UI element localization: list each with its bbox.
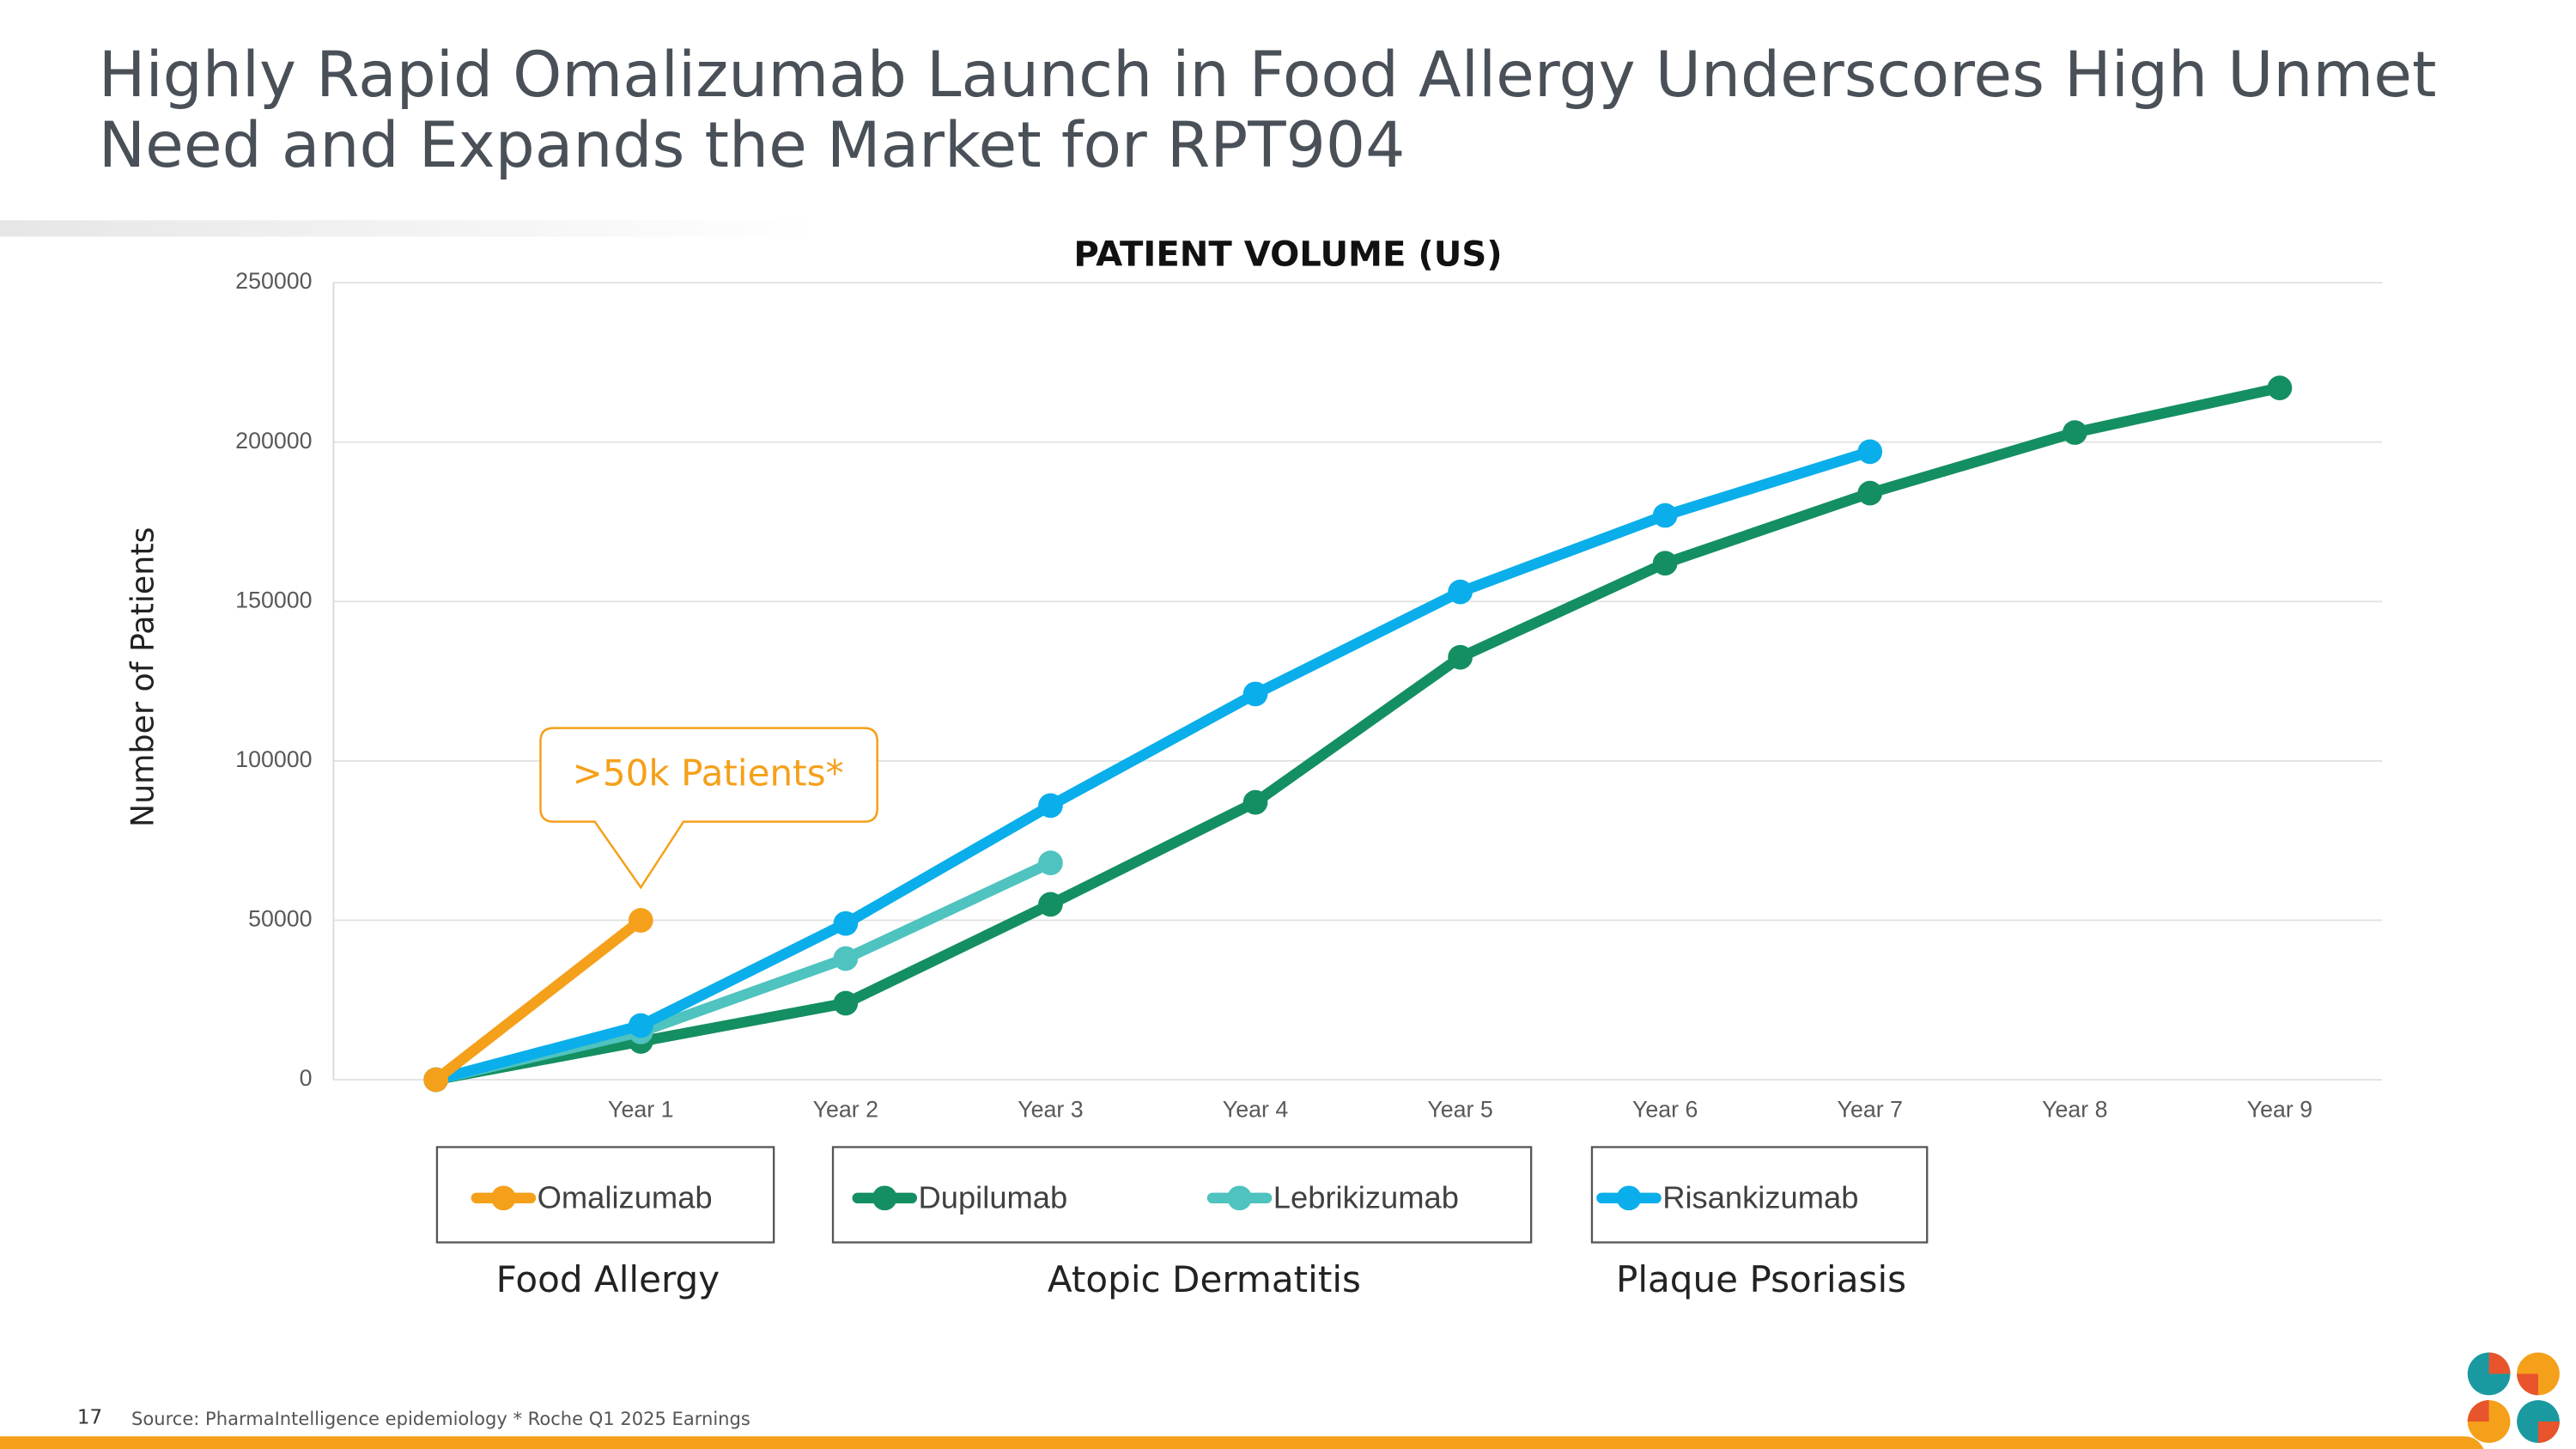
legend-group-label: Food Allergy (496, 1258, 720, 1300)
data-point (833, 990, 859, 1016)
x-tick-label: Year 4 (1223, 1096, 1289, 1122)
data-point (1242, 681, 1268, 707)
data-point (1652, 502, 1678, 528)
legend-swatch (1227, 1185, 1252, 1211)
x-tick-label: Year 8 (2042, 1096, 2107, 1122)
data-point (2267, 375, 2293, 400)
y-tick-label: 50000 (248, 906, 312, 932)
title-band (0, 220, 822, 237)
data-point (1038, 850, 1063, 876)
legend-label: Risankizumab (1662, 1179, 1858, 1215)
series-line (430, 915, 647, 1086)
y-tick-label: 0 (300, 1065, 313, 1091)
legend-box (1590, 1146, 1929, 1244)
legend-swatch (872, 1185, 897, 1211)
legend-swatch (491, 1185, 516, 1211)
callout-box (539, 727, 878, 890)
footer-bar (0, 1436, 2484, 1449)
y-tick-label: 100000 (235, 746, 312, 772)
chart-title: PATIENT VOLUME (US) (1073, 235, 1502, 275)
legend-box (831, 1146, 1533, 1244)
legend-group-label: Atopic Dermatitis (1048, 1258, 1361, 1300)
data-point (1857, 480, 1883, 506)
data-point (1448, 579, 1473, 605)
y-tick-label: 200000 (235, 428, 312, 454)
y-tick-label: 150000 (235, 587, 312, 612)
data-point (628, 908, 653, 933)
data-point (628, 1013, 653, 1038)
logo (2467, 1352, 2560, 1443)
source-note: Source: PharmaIntelligence epidemiology … (131, 1408, 750, 1429)
slide-title: Highly Rapid Omalizumab Launch in Food A… (99, 40, 2437, 112)
annotation: >50k Patients* (573, 752, 844, 795)
data-point (833, 910, 859, 936)
slide-title: Need and Expands the Market for RPT904 (99, 110, 1406, 182)
plot: 0 50000 100000 150000 200000 250000 Year 1 Year… (235, 268, 2383, 1300)
x-tick-label: Year 3 (1018, 1096, 1083, 1122)
legend-group-label: Plaque Psoriasis (1616, 1258, 1906, 1300)
data-point (1448, 644, 1473, 670)
series-line (430, 446, 1875, 1086)
data-point (1038, 892, 1063, 917)
x-tick-label: Year 7 (1838, 1096, 1903, 1122)
data-point (833, 946, 859, 971)
legend-box (435, 1146, 775, 1244)
legend-label: Dupilumab (919, 1179, 1068, 1215)
y-axis-label: Number of Patients (124, 527, 161, 827)
data-point (1242, 789, 1268, 815)
x-tick-label: Year 5 (1427, 1096, 1492, 1122)
x-tick-label: Year 6 (1632, 1096, 1698, 1122)
x-tick-label: Year 9 (2247, 1096, 2312, 1122)
x-tick-label: Year 1 (608, 1096, 673, 1122)
page-number: 17 (77, 1407, 102, 1429)
data-point (1038, 793, 1063, 819)
legend-label: Omalizumab (538, 1179, 713, 1215)
series-line (430, 382, 2286, 1086)
legend-swatch (1616, 1185, 1642, 1211)
data-point (2063, 420, 2087, 445)
x-tick-label: Year 2 (813, 1096, 878, 1122)
data-point (423, 1067, 449, 1093)
data-point (1857, 439, 1883, 465)
legend-label: Lebrikizumab (1273, 1179, 1459, 1215)
y-tick-label: 250000 (235, 268, 312, 294)
data-point (1652, 551, 1678, 576)
